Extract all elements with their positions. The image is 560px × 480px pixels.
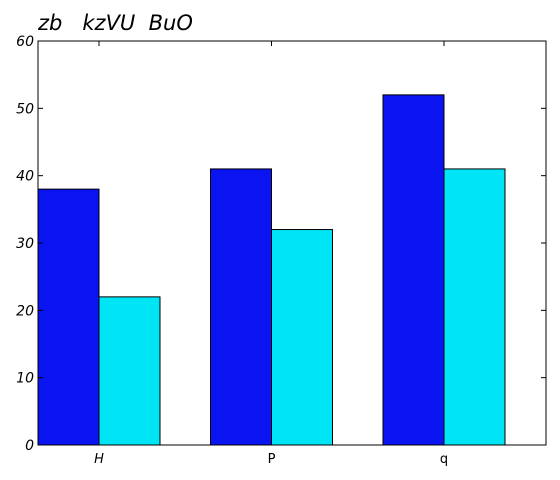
bar-q-series-2: [443, 168, 506, 446]
x-tick-label-P: P: [268, 452, 276, 467]
y-tick-label: 50: [16, 101, 34, 117]
y-tick-label: 10: [16, 371, 34, 387]
y-tick-label: 60: [16, 34, 34, 50]
bar-P-series-2: [271, 229, 333, 446]
bar-H-series-2: [98, 296, 161, 446]
x-tick-label-H: H: [94, 452, 104, 467]
bar-q-series-1: [382, 94, 445, 446]
y-tick-label: 40: [16, 169, 34, 185]
bar-P-series-1: [210, 168, 272, 446]
y-tick-label: 0: [25, 438, 34, 454]
y-tick-label: 30: [16, 236, 34, 252]
chart-title: zb kzVU BuO: [37, 11, 193, 35]
x-tick-label-q: q: [440, 452, 448, 467]
y-axis: 0 10 20 30 40 50 60: [16, 34, 546, 454]
bars-group: [37, 94, 506, 446]
bar-H-series-1: [37, 188, 100, 446]
y-tick-label: 20: [16, 303, 34, 319]
